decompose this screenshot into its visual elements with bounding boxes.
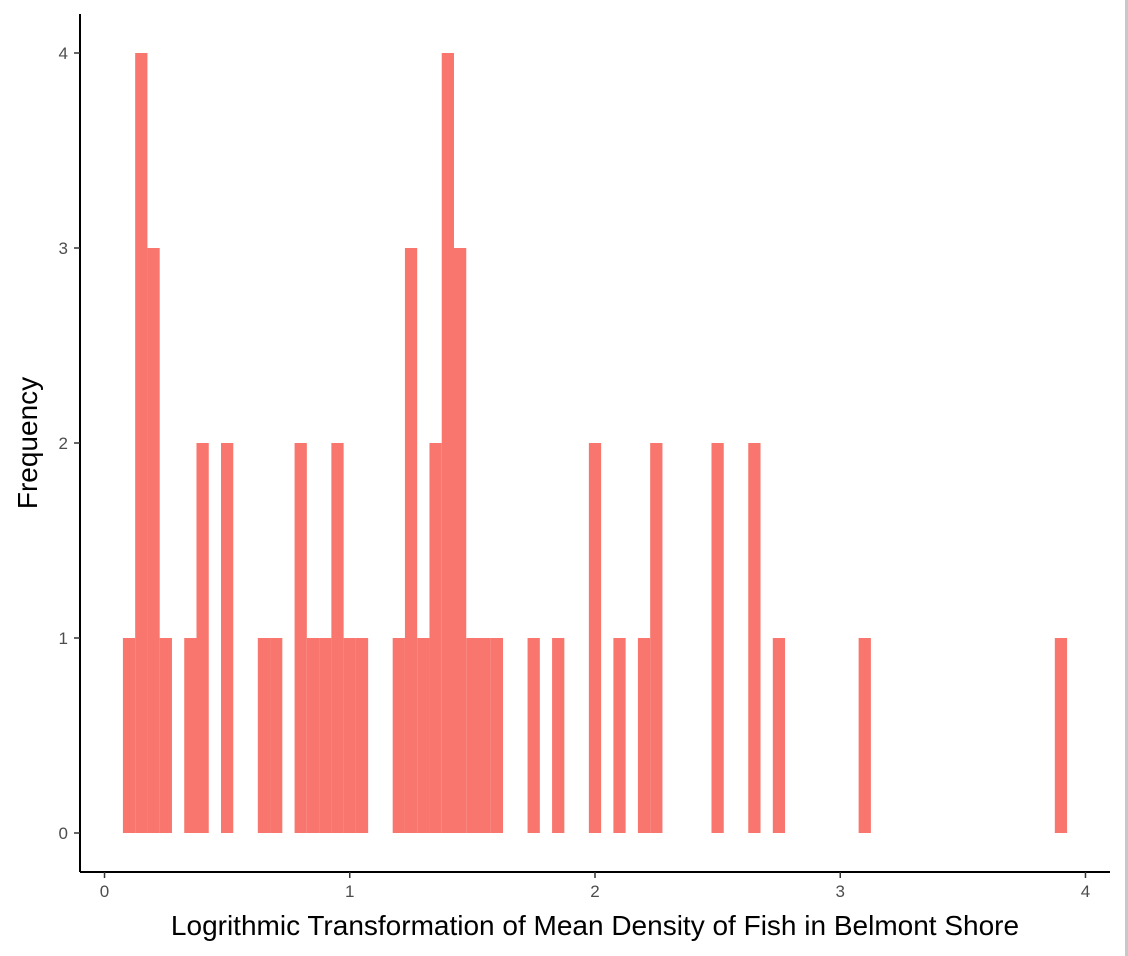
histogram-bar-8	[270, 638, 283, 833]
histogram-bar-23	[490, 638, 504, 833]
histogram-bar-3	[159, 638, 172, 833]
histogram-bar-17	[417, 638, 430, 833]
histogram-bar-19	[441, 53, 454, 833]
window-edge	[1125, 0, 1128, 956]
x-tick-label: 0	[100, 882, 109, 901]
histogram-bar-34	[1054, 638, 1068, 833]
histogram-bar-31	[748, 443, 761, 833]
histogram-bar-26	[588, 443, 602, 833]
histogram-bar-22	[478, 638, 491, 833]
histogram-bar-9	[294, 443, 307, 833]
histogram-bar-12	[331, 443, 344, 833]
y-axis-title: Frequency	[12, 377, 43, 509]
histogram-bar-11	[319, 638, 332, 833]
histogram-bar-28	[637, 638, 651, 833]
histogram-bar-0	[122, 638, 136, 833]
histogram-bar-13	[343, 638, 356, 833]
histogram-bar-15	[392, 638, 405, 833]
histogram-bar-16	[404, 248, 418, 833]
y-tick-label: 3	[59, 239, 68, 258]
histogram-bar-20	[453, 248, 467, 833]
histogram-bar-25	[552, 638, 565, 833]
y-tick-label: 4	[59, 44, 68, 63]
histogram-bar-33	[858, 638, 871, 833]
histogram-bar-10	[306, 638, 320, 833]
histogram-bar-18	[429, 443, 442, 833]
histogram-bar-24	[527, 638, 540, 833]
y-tick-label: 0	[59, 824, 68, 843]
x-axis-title: Logrithmic Transformation of Mean Densit…	[171, 910, 1019, 941]
histogram-bar-14	[355, 638, 369, 833]
histogram-bar-1	[135, 53, 148, 833]
histogram-bar-21	[466, 638, 479, 833]
ticks-group: 0 1 2 3 4 0 1 2 3 4	[59, 44, 1091, 901]
x-tick-label: 1	[345, 882, 354, 901]
histogram-bar-5	[196, 443, 209, 833]
y-tick-label: 2	[59, 434, 68, 453]
histogram-bar-2	[147, 248, 160, 833]
x-tick-label: 3	[836, 882, 845, 901]
histogram-bar-30	[711, 443, 724, 833]
histogram-bar-6	[221, 443, 234, 833]
x-tick-label: 4	[1081, 882, 1090, 901]
x-tick-label: 2	[590, 882, 599, 901]
histogram-bar-29	[650, 443, 663, 833]
histogram-bar-4	[184, 638, 197, 833]
y-tick-label: 1	[59, 629, 68, 648]
bars-group	[122, 53, 1068, 833]
histogram-bar-27	[613, 638, 626, 833]
histogram-bar-7	[257, 638, 271, 833]
histogram-bar-32	[772, 638, 786, 833]
